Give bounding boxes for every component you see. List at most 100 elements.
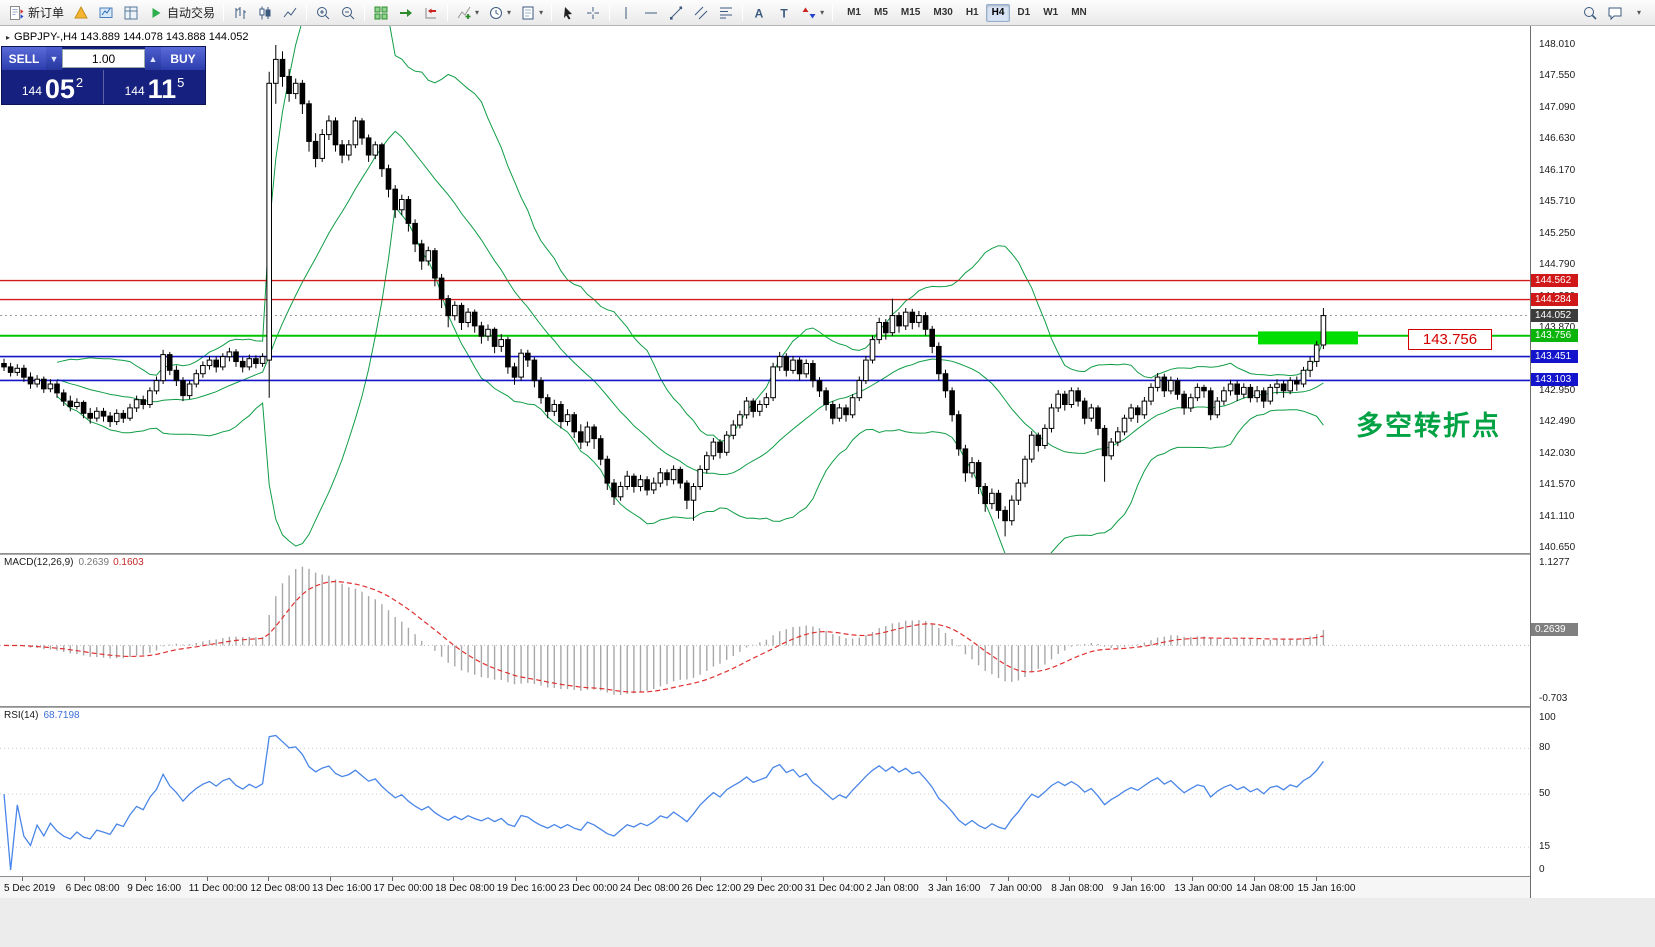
auto-scroll-button[interactable] bbox=[394, 2, 418, 24]
buy-button[interactable]: BUY bbox=[161, 47, 205, 70]
data-window-button[interactable] bbox=[119, 2, 143, 24]
timeframe-button-m15[interactable]: M15 bbox=[900, 7, 921, 18]
macd-chart[interactable] bbox=[0, 555, 1530, 706]
label-button[interactable]: T bbox=[772, 2, 796, 24]
fibonacci-icon bbox=[720, 7, 733, 18]
candlestick-icon bbox=[259, 6, 271, 19]
macd-min-label: -0.703 bbox=[1539, 693, 1568, 704]
market-watch-button[interactable] bbox=[69, 2, 93, 24]
volume-input[interactable] bbox=[62, 49, 145, 68]
chat-button[interactable] bbox=[1603, 2, 1627, 24]
time-axis-label: 13 Dec 16:00 bbox=[312, 883, 372, 894]
channel-button[interactable] bbox=[689, 2, 713, 24]
indicators-button[interactable]: ▾ bbox=[452, 2, 483, 24]
label-icon: T bbox=[780, 6, 788, 20]
price-axis-label: 147.550 bbox=[1539, 70, 1576, 81]
time-axis-tick bbox=[145, 877, 147, 881]
macd-pane[interactable]: MACD(12,26,9) 0.2639 0.1603 bbox=[0, 555, 1530, 706]
bar-chart-button[interactable] bbox=[228, 2, 252, 24]
rsi-axis-label: 100 bbox=[1539, 712, 1556, 723]
time-axis-label: 9 Jan 16:00 bbox=[1112, 883, 1166, 894]
zoom-out-icon bbox=[342, 6, 355, 19]
buy-price-pip: 5 bbox=[177, 75, 185, 90]
autotrading-button[interactable]: 自动交易 bbox=[144, 2, 219, 24]
rsi-chart[interactable] bbox=[0, 708, 1530, 876]
vertical-line-button[interactable] bbox=[614, 2, 638, 24]
time-axis-tick bbox=[761, 877, 763, 881]
search-icon bbox=[1584, 6, 1597, 20]
tile-windows-icon bbox=[374, 6, 388, 19]
toolbar-separator bbox=[223, 4, 225, 21]
price-callout-label[interactable]: 143.756 bbox=[1408, 329, 1492, 350]
sell-button[interactable]: SELL bbox=[2, 47, 46, 70]
pane-splitter[interactable] bbox=[0, 706, 1655, 708]
crosshair-button[interactable] bbox=[581, 2, 605, 24]
profiles-button[interactable] bbox=[94, 2, 118, 24]
auto-scroll-icon bbox=[400, 8, 413, 17]
main-chart[interactable] bbox=[0, 26, 1530, 553]
volume-decrease-button[interactable]: ▼ bbox=[46, 47, 62, 70]
main-chart-pane[interactable] bbox=[0, 26, 1530, 553]
buy-price-big: 11 bbox=[147, 74, 177, 105]
price-axis-label: 145.710 bbox=[1539, 196, 1576, 207]
time-axis-tick bbox=[1192, 877, 1194, 881]
candlestick-chart-button[interactable] bbox=[253, 2, 277, 24]
price-axis-label: 141.110 bbox=[1539, 511, 1575, 522]
macd-value-main: 0.2639 bbox=[78, 557, 110, 568]
price-tag: 143.756 bbox=[1531, 329, 1578, 342]
timeframe-button-m5[interactable]: M5 bbox=[874, 7, 888, 18]
toolbar-separator bbox=[306, 4, 308, 21]
line-chart-button[interactable] bbox=[278, 2, 302, 24]
time-axis-label: 26 Dec 12:00 bbox=[681, 883, 742, 894]
time-axis-label: 8 Jan 08:00 bbox=[1051, 883, 1104, 894]
volume-increase-button[interactable]: ▲ bbox=[145, 47, 161, 70]
time-axis-tick bbox=[576, 877, 578, 881]
pane-splitter[interactable] bbox=[0, 553, 1655, 555]
time-axis[interactable]: 5 Dec 2019 6 Dec 08:00 9 Dec 16:00 11 Dec 0… bbox=[0, 876, 1655, 898]
new-order-button[interactable]: 新订单 bbox=[5, 2, 68, 24]
data-window-icon bbox=[124, 6, 138, 19]
periods-button[interactable]: ▾ bbox=[484, 2, 515, 24]
buy-price[interactable]: 144 11 5 bbox=[104, 70, 205, 104]
price-axis[interactable]: 148.010 147.550 147.090 146.630 146.170 145.7… bbox=[1530, 26, 1655, 898]
timeframe-button-h4[interactable]: H4 bbox=[985, 3, 1011, 22]
bar-chart-icon bbox=[235, 6, 247, 19]
timeframe-button-m30[interactable]: M30 bbox=[933, 7, 953, 18]
rsi-pane[interactable]: RSI(14) 68.7198 bbox=[0, 708, 1530, 876]
cursor-button[interactable] bbox=[556, 2, 580, 24]
text-button[interactable]: A bbox=[747, 2, 771, 24]
price-axis-label: 142.490 bbox=[1539, 416, 1576, 427]
chart-shift-button[interactable] bbox=[419, 2, 443, 24]
arrows-button[interactable]: ▾ bbox=[797, 2, 828, 24]
sell-price[interactable]: 144 05 2 bbox=[2, 70, 104, 104]
timeframe-button-mn[interactable]: MN bbox=[1071, 7, 1087, 18]
price-axis-label: 146.170 bbox=[1539, 165, 1576, 176]
timeframe-button-m1[interactable]: M1 bbox=[847, 7, 861, 18]
time-axis-label: 24 Dec 08:00 bbox=[620, 883, 680, 894]
fibonacci-button[interactable] bbox=[714, 2, 738, 24]
sell-price-pip: 2 bbox=[75, 75, 84, 90]
timeframe-button-h1[interactable]: H1 bbox=[965, 7, 979, 18]
time-axis-tick bbox=[330, 877, 331, 881]
price-axis-label: 147.090 bbox=[1539, 102, 1576, 113]
turning-point-annotation[interactable]: 多空转折点 bbox=[1356, 411, 1501, 441]
toolbar-separator bbox=[447, 4, 449, 21]
tile-windows-button[interactable] bbox=[369, 2, 393, 24]
trendline-button[interactable] bbox=[664, 2, 688, 24]
templates-button[interactable]: ▾ bbox=[516, 2, 547, 24]
trendline-icon bbox=[670, 6, 683, 20]
time-axis-label: 19 Dec 16:00 bbox=[496, 883, 557, 894]
timeframe-button-d1[interactable]: D1 bbox=[1017, 7, 1031, 18]
search-button[interactable] bbox=[1578, 2, 1602, 24]
zoom-in-button[interactable] bbox=[311, 2, 335, 24]
rsi-axis-label: 80 bbox=[1539, 742, 1551, 753]
time-axis-label: 17 Dec 00:00 bbox=[373, 883, 434, 894]
market-icon bbox=[74, 5, 88, 18]
time-axis-label: 12 Dec 08:00 bbox=[250, 883, 310, 894]
toolbar-more-button[interactable]: ▾ bbox=[1628, 2, 1650, 24]
horizontal-line-button[interactable] bbox=[639, 2, 663, 24]
rsi-axis-label: 15 bbox=[1539, 841, 1551, 852]
timeframe-button-w1[interactable]: W1 bbox=[1043, 7, 1059, 18]
time-axis-label: 6 Dec 08:00 bbox=[65, 883, 120, 894]
zoom-out-button[interactable] bbox=[336, 2, 360, 24]
